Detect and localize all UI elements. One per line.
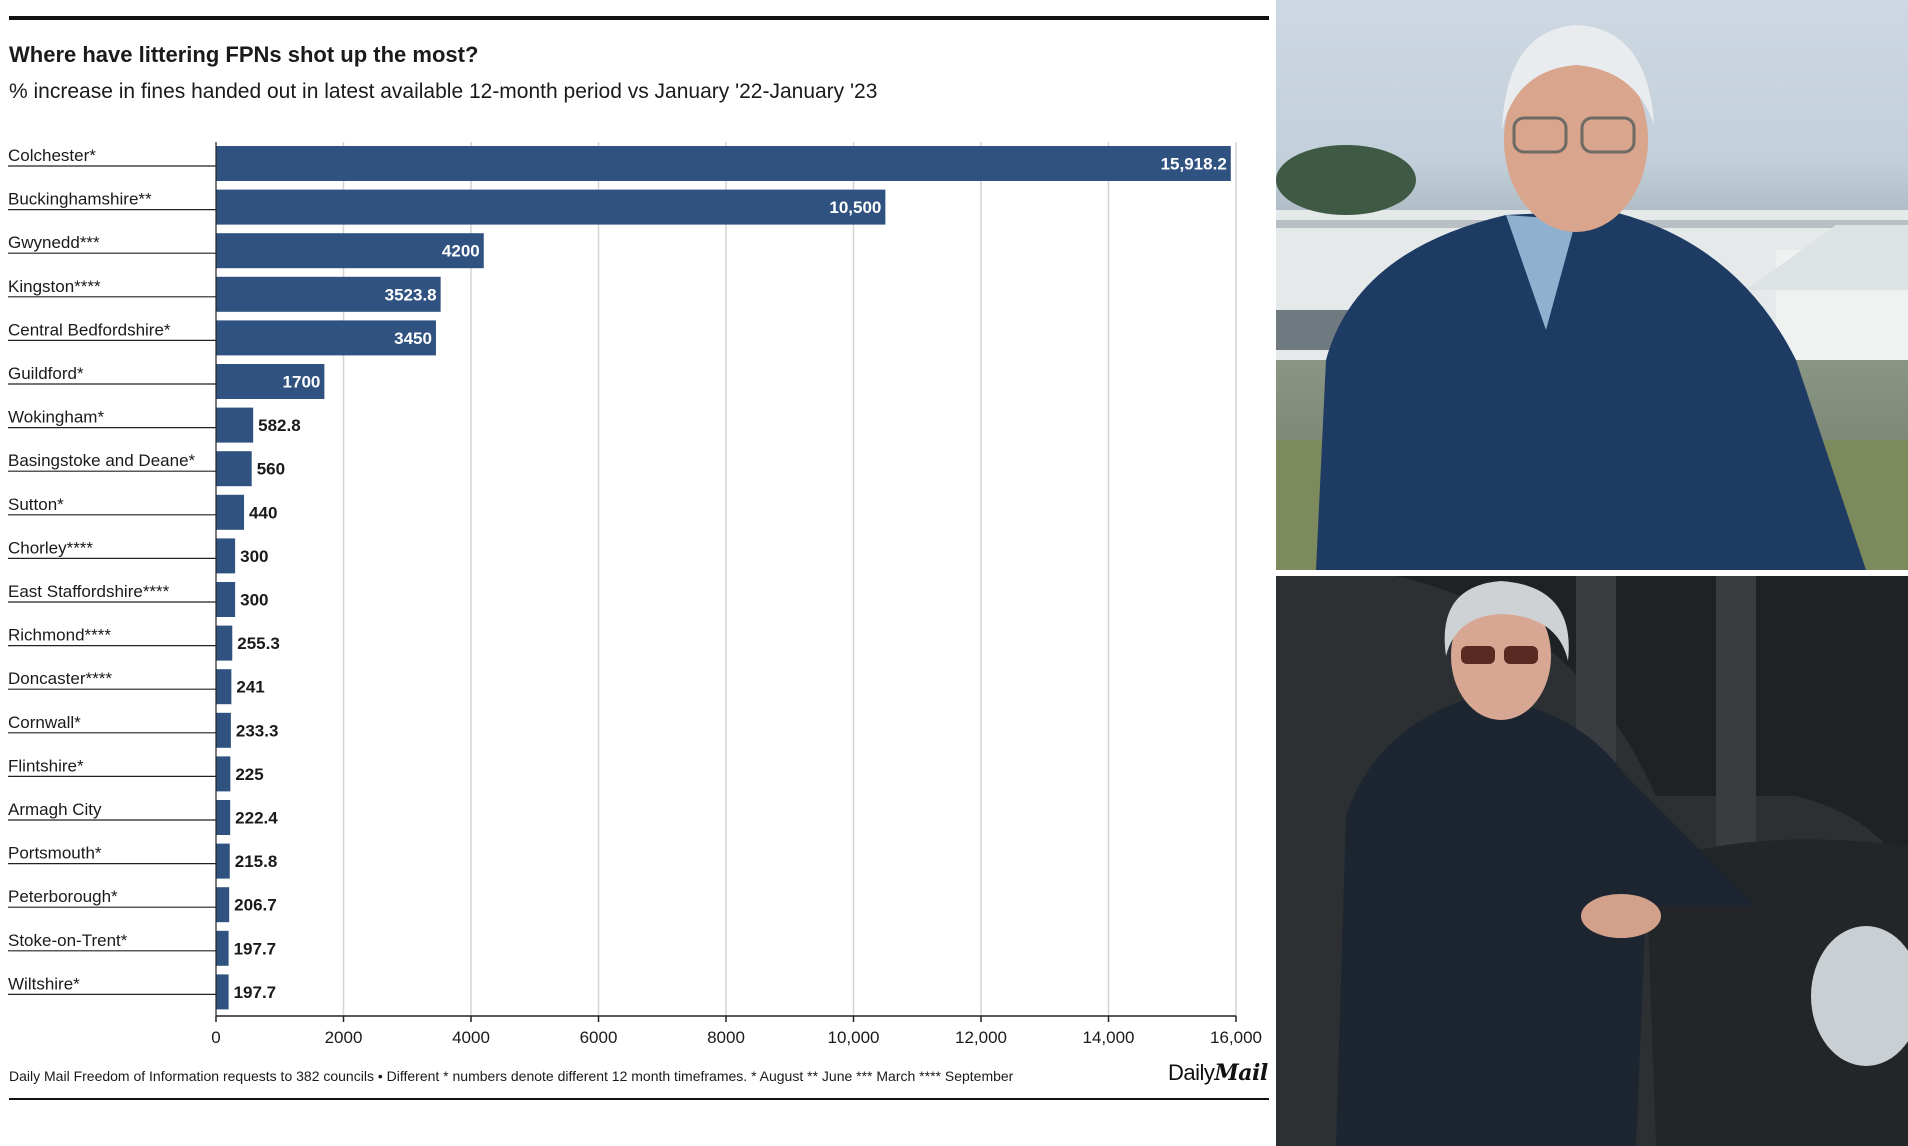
value-label: 197.7 (234, 983, 277, 1002)
x-tick-label: 2000 (325, 1028, 363, 1047)
category-label: Richmond**** (8, 626, 111, 645)
x-tick-label: 0 (211, 1028, 220, 1047)
bar (216, 930, 229, 966)
bar (216, 756, 231, 792)
bar (216, 364, 325, 399)
value-label: 197.7 (234, 939, 277, 958)
bar (216, 407, 254, 443)
category-label: Stoke-on-Trent* (8, 931, 128, 950)
x-tick-label: 12,000 (955, 1028, 1007, 1047)
bar (216, 146, 1231, 181)
value-label: 582.8 (258, 416, 301, 435)
category-label: East Staffordshire**** (8, 582, 170, 601)
value-label: 215.8 (235, 852, 278, 871)
chart-panel: Where have littering FPNs shot up the mo… (8, 16, 1269, 1100)
value-label: 222.4 (235, 809, 278, 828)
x-tick-label: 8000 (707, 1028, 745, 1047)
x-tick-label: 4000 (452, 1028, 490, 1047)
x-tick-label: 16,000 (1210, 1028, 1262, 1047)
bar (216, 189, 886, 225)
value-label: 206.7 (234, 896, 277, 915)
x-tick-label: 14,000 (1083, 1028, 1135, 1047)
category-label: Wokingham* (8, 408, 104, 427)
value-label: 300 (240, 591, 268, 610)
category-label: Armagh City (8, 800, 102, 819)
category-label: Cornwall* (8, 713, 81, 732)
category-label: Wiltshire* (8, 974, 80, 993)
photo-gap (1276, 570, 1908, 576)
value-label: 241 (236, 678, 264, 697)
bar (216, 451, 252, 487)
value-label: 10,500 (829, 198, 881, 217)
bar (216, 843, 230, 879)
bottom-rule (9, 1098, 1269, 1100)
value-label: 225 (235, 765, 263, 784)
chart-subtitle: % increase in fines handed out in latest… (9, 80, 878, 103)
value-label: 15,918.2 (1161, 155, 1227, 174)
category-label: Colchester* (8, 146, 96, 165)
category-label: Kingston**** (8, 277, 101, 296)
photo-elderly-woman (1276, 576, 1908, 1146)
value-label: 3450 (394, 329, 432, 348)
bar (216, 233, 484, 269)
chart-title: Where have littering FPNs shot up the mo… (9, 42, 479, 67)
logo-daily: Daily (1168, 1060, 1215, 1085)
value-label: 300 (240, 547, 268, 566)
x-tick-label: 10,000 (828, 1028, 880, 1047)
value-label: 255.3 (237, 634, 280, 653)
daily-mail-logo: DailyMail (1168, 1060, 1268, 1086)
value-label: 3523.8 (385, 285, 437, 304)
source-note: Daily Mail Freedom of Information reques… (9, 1068, 1014, 1084)
value-label: 1700 (283, 373, 321, 392)
bar-chart: Colchester* 15,918.2 Buckinghamshire** 10,5… (8, 142, 1262, 1047)
bar (216, 712, 231, 748)
category-label: Buckinghamshire** (8, 190, 152, 209)
category-label: Portsmouth* (8, 844, 102, 863)
category-label: Flintshire* (8, 756, 84, 775)
value-label: 560 (257, 460, 285, 479)
bar (216, 320, 436, 356)
bar (216, 276, 441, 312)
bar (216, 494, 245, 530)
value-label: 233.3 (236, 721, 279, 740)
bar (216, 625, 233, 661)
category-label: Central Bedfordshire* (8, 320, 171, 339)
category-label: Sutton* (8, 495, 64, 514)
bar (216, 800, 231, 835)
value-label: 440 (249, 503, 277, 522)
category-label: Chorley**** (8, 538, 93, 557)
category-label: Gwynedd*** (8, 233, 100, 252)
category-label: Peterborough* (8, 887, 118, 906)
top-rule (9, 16, 1269, 20)
photo-elderly-man (1276, 0, 1908, 570)
x-tick-label: 6000 (580, 1028, 618, 1047)
bar (216, 538, 236, 574)
category-label: Basingstoke and Deane* (8, 451, 196, 470)
bar (216, 669, 232, 705)
bar (216, 582, 236, 617)
category-label: Doncaster**** (8, 669, 112, 688)
category-label: Guildford* (8, 364, 84, 383)
logo-mail: Mail (1214, 1060, 1268, 1086)
bar (216, 974, 229, 1010)
value-label: 4200 (442, 242, 480, 261)
bar (216, 887, 230, 923)
